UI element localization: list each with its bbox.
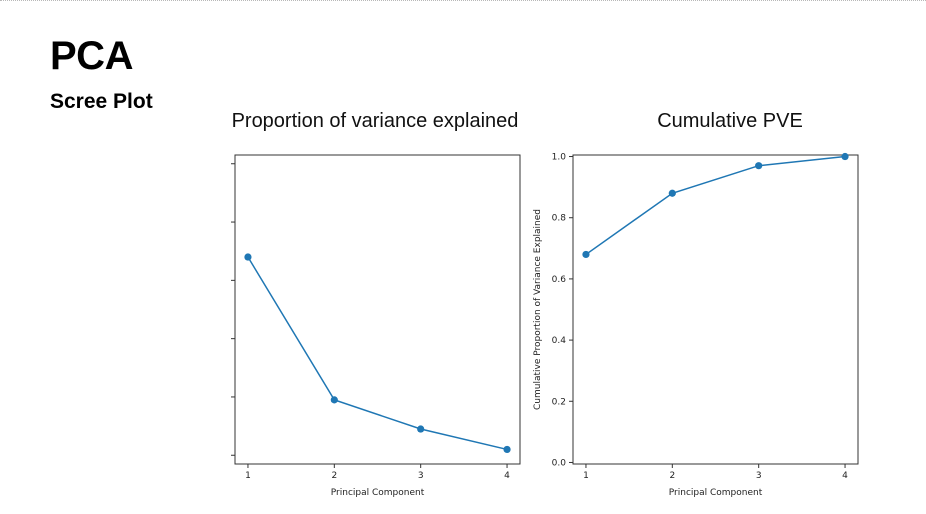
cumulative-pve-plot-frame	[572, 154, 859, 465]
cumulative-pve-y-axis-label: Cumulative Proportion of Variance Explai…	[533, 209, 543, 410]
cumulative-pve-y-tick-label: 0.8	[552, 214, 567, 224]
pve-series-line	[247, 256, 508, 451]
pve-x-tick-label: 2	[331, 471, 337, 481]
cumulative-pve-x-tick-label: 3	[756, 471, 762, 481]
cumulative-pve-data-point	[755, 162, 763, 170]
cumulative-pve-y-tick-label: 1.0	[552, 153, 567, 163]
slide-subtitle: Scree Plot	[50, 90, 153, 113]
cumulative-pve-y-tick-label: 0.2	[552, 397, 566, 407]
cumulative-pve-chart-title: Cumulative PVE	[657, 110, 803, 132]
cumulative-pve-x-axis-label: Principal Component	[669, 488, 763, 498]
cumulative-pve-x-tick-label: 2	[669, 471, 675, 481]
cumulative-pve-chart: 1 2 3 4 0.0 0.2 0.4 0.6 0.8 1.0 Principal Componen…	[533, 152, 859, 498]
pve-chart-title: Proportion of variance explained	[231, 110, 519, 132]
pve-plot-frame	[234, 154, 521, 465]
cumulative-pve-x-tick-label: 4	[842, 471, 848, 481]
cumulative-pve-data-point	[841, 152, 849, 161]
cumulative-pve-data-point	[668, 189, 676, 197]
cumulative-pve-y-tick-label: 0.6	[552, 275, 567, 285]
pve-x-tick-label: 3	[418, 471, 424, 481]
cumulative-pve-y-tick-label: 0.4	[552, 336, 567, 346]
cumulative-pve-data-point	[582, 250, 590, 259]
pve-data-point	[330, 396, 338, 404]
pve-data-point	[503, 445, 511, 454]
top-border	[0, 0, 926, 1]
slide-title: PCA	[50, 34, 133, 78]
pve-x-axis-label: Principal Component	[331, 488, 425, 498]
cumulative-pve-series-line	[585, 155, 846, 256]
pve-data-point	[417, 425, 425, 433]
cumulative-pve-y-tick-label: 0.0	[552, 458, 567, 468]
pve-data-point	[244, 253, 252, 261]
cumulative-pve-x-tick-label: 1	[583, 471, 589, 481]
pve-x-tick-label: 4	[504, 471, 510, 481]
pve-x-tick-label: 1	[245, 471, 251, 481]
pve-chart: 1 2 3 4 Principal Component	[231, 154, 521, 498]
